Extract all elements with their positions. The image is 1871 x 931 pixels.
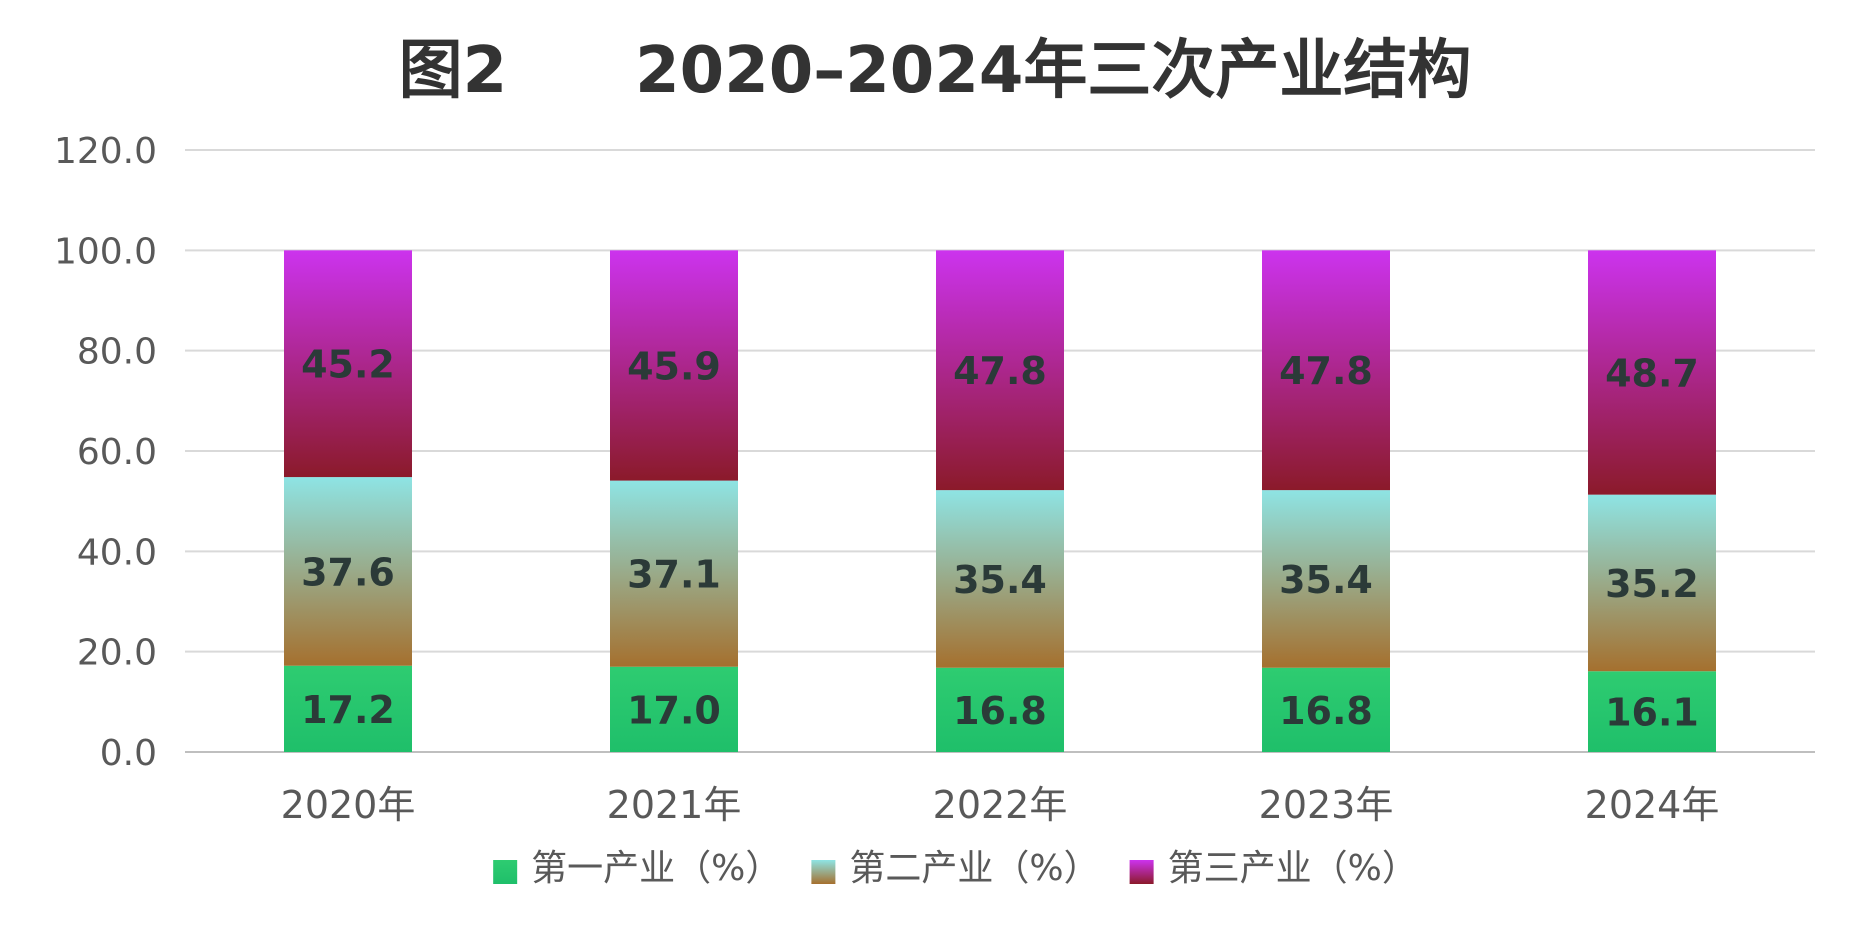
x-category-label: 2021年 bbox=[607, 783, 742, 827]
legend-label: 第二产业（%） bbox=[849, 848, 1099, 889]
bar-segment bbox=[1262, 490, 1390, 668]
bars-layer bbox=[284, 250, 1716, 752]
y-tick-label: 40.0 bbox=[77, 532, 157, 573]
y-tick-label: 100.0 bbox=[54, 231, 157, 272]
y-tick-label: 20.0 bbox=[77, 633, 157, 674]
y-tick-label: 80.0 bbox=[77, 332, 157, 373]
bar-segment bbox=[1588, 250, 1716, 495]
data-label: 35.4 bbox=[953, 558, 1047, 602]
data-label: 17.0 bbox=[627, 688, 721, 732]
data-label: 16.1 bbox=[1605, 691, 1699, 735]
legend-item: 第三产业（%） bbox=[1129, 848, 1418, 889]
legend-swatch bbox=[1129, 860, 1154, 884]
bar-segment bbox=[284, 665, 412, 752]
legend-item: 第一产业（%） bbox=[493, 848, 781, 889]
legend: 第一产业（%） 第二产业（%） 第三产业（%） bbox=[493, 848, 1418, 889]
legend-swatch bbox=[493, 860, 518, 884]
data-label: 45.2 bbox=[301, 343, 395, 387]
x-category-label: 2022年 bbox=[933, 783, 1068, 827]
data-label: 17.2 bbox=[301, 688, 395, 732]
data-label: 35.4 bbox=[1279, 558, 1373, 602]
bar-segment bbox=[1588, 494, 1716, 672]
x-category-label: 2023年 bbox=[1259, 783, 1394, 827]
bar-segment bbox=[284, 250, 412, 478]
legend-label: 第一产业（%） bbox=[531, 848, 781, 889]
bar-segment bbox=[610, 666, 738, 752]
bar-segment bbox=[284, 477, 412, 666]
y-tick-label: 60.0 bbox=[77, 432, 157, 473]
y-axis-ticks: 0.0 20.0 40.0 60.0 80.0 100.0 120.0 bbox=[54, 131, 157, 774]
bar-segment bbox=[1262, 667, 1390, 752]
chart-title: 图2 2020–2024年三次产业结构 bbox=[399, 34, 1472, 108]
data-label: 47.8 bbox=[953, 349, 1047, 393]
bar-segment bbox=[1588, 671, 1716, 752]
y-tick-label: 0.0 bbox=[100, 733, 157, 774]
data-label: 47.8 bbox=[1279, 349, 1373, 393]
data-label: 35.2 bbox=[1605, 562, 1699, 606]
data-label: 37.1 bbox=[627, 553, 721, 597]
x-category-label: 2020年 bbox=[281, 783, 416, 827]
legend-label: 第三产业（%） bbox=[1168, 848, 1418, 889]
data-label: 16.8 bbox=[953, 689, 1047, 733]
legend-item: 第二产业（%） bbox=[811, 848, 1100, 889]
bar-segment bbox=[936, 667, 1064, 752]
bar-segment bbox=[936, 250, 1064, 491]
x-axis-categories: 2020年 2021年 2022年 2023年 2024年 bbox=[281, 783, 1720, 827]
data-labels-layer: 17.2 37.6 45.2 17.0 37.1 45.9 16.8 35.4 47.8 16.8… bbox=[301, 343, 1699, 735]
bar-segment bbox=[1262, 250, 1390, 491]
bar-segment bbox=[610, 480, 738, 667]
y-tick-label: 120.0 bbox=[54, 131, 157, 172]
bar-segment bbox=[936, 490, 1064, 668]
bar-segment bbox=[610, 250, 738, 481]
data-label: 45.9 bbox=[627, 344, 721, 388]
data-label: 48.7 bbox=[1605, 351, 1699, 395]
x-category-label: 2024年 bbox=[1585, 783, 1720, 827]
legend-swatch bbox=[811, 860, 836, 884]
data-label: 37.6 bbox=[301, 550, 395, 594]
data-label: 16.8 bbox=[1279, 689, 1373, 733]
